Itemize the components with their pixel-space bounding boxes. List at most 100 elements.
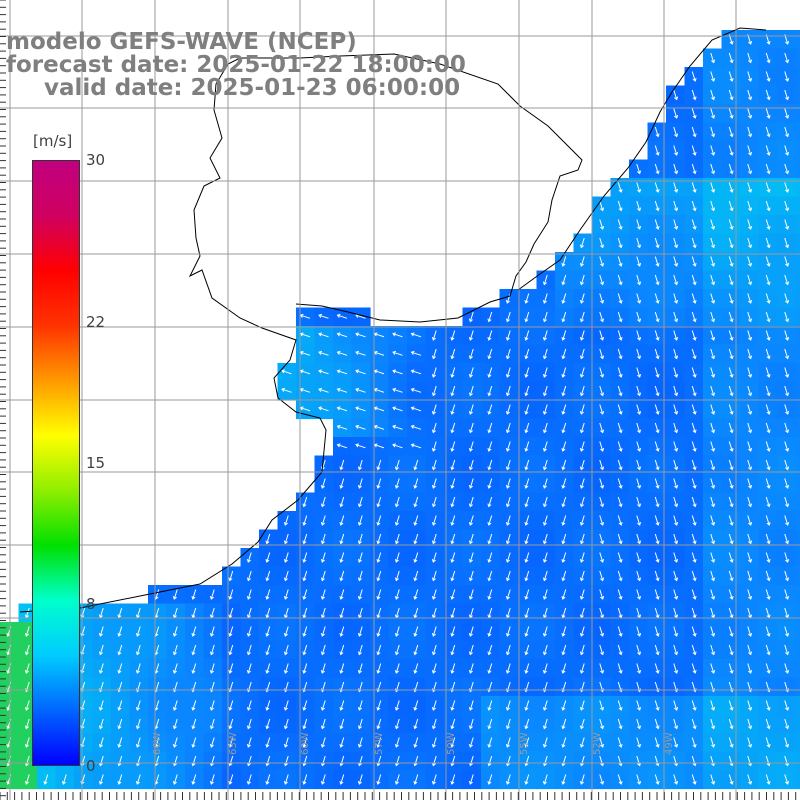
wind-arrow (265, 570, 271, 582)
ocean-cell (795, 659, 800, 679)
wind-arrow (561, 385, 567, 397)
wind-arrow (579, 237, 585, 249)
legend-tick-label: 15 (86, 454, 106, 472)
wind-arrow (487, 496, 493, 508)
wind-arrow (24, 718, 30, 730)
wind-arrow (728, 219, 734, 230)
wind-arrow (691, 644, 697, 656)
wind-arrow (376, 459, 382, 471)
wind-arrow (505, 367, 511, 378)
wind-arrow (579, 774, 585, 785)
wind-arrow (487, 552, 493, 563)
wind-arrow (505, 737, 511, 748)
wind-arrow (450, 404, 456, 415)
wind-arrow (283, 737, 289, 748)
wind-arrow (579, 367, 585, 378)
wind-arrow (431, 570, 437, 582)
wind-arrow (394, 478, 400, 489)
wind-arrow (524, 496, 530, 508)
wind-arrow (654, 552, 660, 563)
wind-arrow (654, 422, 660, 434)
wind-arrow (320, 626, 326, 637)
wind-arrow (784, 441, 790, 452)
wind-arrow (542, 700, 548, 711)
wind-arrow (505, 348, 511, 360)
valid-date: valid date: 2025-01-23 06:00:00 (44, 75, 461, 101)
wind-arrow (765, 589, 771, 600)
wind-arrow (505, 552, 511, 563)
wind-arrow (673, 237, 679, 249)
wind-arrow (376, 478, 382, 489)
wind-arrow (209, 774, 215, 785)
wind-arrow (561, 533, 567, 545)
wind-arrow (413, 459, 419, 471)
wind-arrow (673, 718, 679, 730)
wind-arrow (394, 626, 400, 637)
wind-arrow (784, 533, 790, 545)
wind-arrow (336, 369, 348, 375)
wind-arrow (228, 663, 234, 674)
wind-arrow (450, 570, 456, 582)
wind-arrow (524, 367, 530, 378)
wind-arrow (617, 274, 623, 286)
wind-arrow (654, 700, 660, 711)
wind-arrow (673, 496, 679, 508)
wind-arrow (542, 570, 548, 582)
wind-arrow (710, 459, 716, 471)
wind-arrow (691, 274, 697, 286)
ocean-cell (795, 178, 800, 198)
wind-arrow (747, 330, 753, 341)
wind-arrow (410, 350, 422, 356)
legend-tick-label: 0 (86, 757, 96, 775)
wind-arrow (135, 663, 141, 674)
wind-arrow (673, 422, 679, 434)
wind-arrow (357, 570, 363, 582)
wind-arrow (413, 774, 419, 785)
wind-arrow (691, 774, 697, 785)
wind-arrow (617, 570, 623, 582)
wind-arrow (636, 367, 642, 378)
ocean-cell (795, 344, 800, 364)
wind-arrow (376, 552, 382, 563)
wind-arrow (468, 718, 474, 730)
wind-arrow (302, 515, 308, 526)
wind-arrow (98, 755, 104, 767)
wind-arrow (691, 459, 697, 471)
wind-arrow (617, 774, 623, 785)
wind-arrow (524, 533, 530, 545)
wind-arrow (579, 385, 585, 397)
wind-arrow (524, 755, 530, 767)
wind-arrow (784, 126, 790, 138)
wind-arrow (617, 478, 623, 489)
wind-arrow (617, 755, 623, 767)
wind-arrow (747, 515, 753, 526)
wind-arrow (654, 219, 660, 230)
wind-arrow (281, 387, 292, 393)
wind-arrow (710, 570, 716, 582)
wind-arrow (710, 108, 716, 119)
wind-arrow (636, 718, 642, 730)
wind-arrow (468, 533, 474, 545)
wind-arrow (355, 406, 366, 412)
wind-arrow (710, 330, 716, 341)
wind-arrow (710, 256, 716, 267)
wind-arrow (413, 496, 419, 508)
wind-arrow (468, 644, 474, 656)
wind-arrow (691, 108, 697, 119)
wind-arrow (747, 718, 753, 730)
longitude-label: 49W (664, 732, 675, 755)
wind-arrow (542, 644, 548, 656)
wind-arrow (747, 182, 753, 193)
wind-arrow (542, 478, 548, 489)
ocean-cell (795, 696, 800, 716)
wind-arrow (579, 552, 585, 563)
wind-arrow (728, 422, 734, 434)
wind-arrow (765, 330, 771, 341)
wind-arrow (246, 774, 252, 785)
wind-arrow (765, 108, 771, 119)
wind-arrow (673, 737, 679, 748)
ocean-cell (795, 307, 800, 327)
ocean-cell (795, 400, 800, 420)
